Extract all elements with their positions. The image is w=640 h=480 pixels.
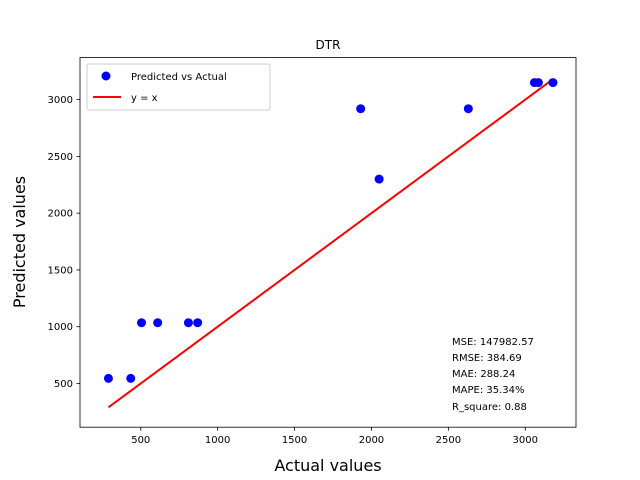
y-tick-label: 2500 xyxy=(48,152,73,163)
y-tick-label: 1500 xyxy=(48,265,73,276)
y-tick-label: 500 xyxy=(54,379,73,390)
scatter-point xyxy=(463,104,473,114)
scatter-point xyxy=(183,318,193,328)
y-tick-label: 1000 xyxy=(48,322,73,333)
scatter-point xyxy=(193,318,203,328)
scatter-point xyxy=(374,174,384,184)
x-tick-label: 2000 xyxy=(359,435,384,446)
legend-label-scatter: Predicted vs Actual xyxy=(131,72,227,83)
scatter-point xyxy=(548,78,558,88)
metric-rmse: RMSE: 384.69 xyxy=(452,353,522,364)
x-axis-label: Actual values xyxy=(274,456,381,475)
ticks-layer: 500 1000 1500 2000 2500 3000 500 1000 1500 2000 25… xyxy=(48,95,538,446)
scatter-point xyxy=(533,78,543,88)
x-tick-label: 1500 xyxy=(282,435,307,446)
y-axis-label: Predicted values xyxy=(10,176,29,308)
series-layer xyxy=(103,78,558,409)
scatter-point xyxy=(356,104,366,114)
reference-line-y-equals-x xyxy=(107,78,554,409)
x-tick-label: 1000 xyxy=(205,435,230,446)
y-tick-label: 2000 xyxy=(48,209,73,220)
legend: Predicted vs Actual y = x xyxy=(86,63,271,111)
plot-frame xyxy=(79,57,577,428)
y-tick-label: 3000 xyxy=(48,95,73,106)
scatter-point xyxy=(153,318,163,328)
x-tick-label: 500 xyxy=(131,435,150,446)
legend-box xyxy=(86,63,271,111)
metric-mse: MSE: 147982.57 xyxy=(452,337,534,348)
x-tick-label: 3000 xyxy=(513,435,538,446)
chart-title: DTR xyxy=(316,38,341,52)
scatter-point xyxy=(103,373,113,383)
x-tick-label: 2500 xyxy=(436,435,461,446)
legend-scatter-marker xyxy=(101,71,111,81)
legend-label-line: y = x xyxy=(131,93,158,104)
plot-area xyxy=(80,57,576,428)
scatter-point xyxy=(137,318,147,328)
metric-mape: MAPE: 35.34% xyxy=(452,385,525,396)
metric-mae: MAE: 288.24 xyxy=(452,369,515,380)
scatter-point xyxy=(126,373,136,383)
metrics-annotation: MSE: 147982.57 RMSE: 384.69 MAE: 288.24 … xyxy=(452,337,534,413)
metric-r-square: R_square: 0.88 xyxy=(452,402,527,413)
